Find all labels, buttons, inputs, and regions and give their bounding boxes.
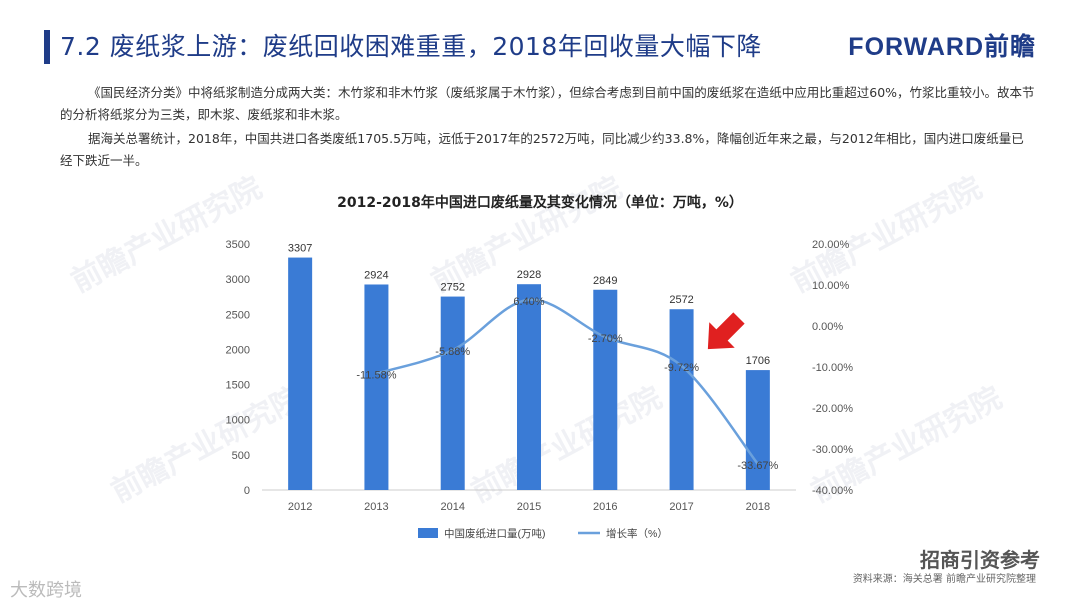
growth-rate-label: -2.70% (588, 333, 623, 345)
growth-rate-label: 6.40% (513, 296, 544, 308)
bar (364, 284, 389, 490)
y-left-tick-label: 500 (232, 450, 250, 462)
intro-paragraph-2: 据海关总署统计，2018年，中国共进口各类废纸1705.5万吨，远低于2017年… (60, 131, 1024, 168)
bar-data-label: 2924 (364, 269, 388, 281)
bar (517, 284, 541, 490)
y-left-tick-label: 3500 (226, 239, 250, 251)
x-tick-label: 2013 (364, 501, 388, 513)
brand-right: 招商引资参考 (920, 548, 1040, 572)
legend-bar-swatch (418, 528, 438, 538)
y-left-tick-label: 1000 (226, 415, 250, 427)
x-tick-label: 2018 (746, 501, 770, 513)
y-left-tick-label: 0 (244, 485, 250, 497)
y-right-tick-label: -40.00% (812, 485, 853, 497)
bar (288, 257, 313, 490)
y-right-tick-label: -30.00% (812, 444, 853, 456)
y-right-tick-label: -20.00% (812, 403, 853, 415)
forward-logo: FORWARD前瞻 (848, 33, 1036, 61)
growth-rate-label: -33.67% (737, 460, 778, 472)
page-title: 7.2 废纸浆上游：废纸回收困难重重，2018年回收量大幅下降 (60, 32, 762, 61)
y-right-tick-label: 0.00% (812, 321, 843, 333)
growth-rate-label: -5.88% (435, 346, 470, 358)
legend-bar-label: 中国废纸进口量(万吨) (444, 527, 546, 540)
title-accent-bar (44, 30, 50, 64)
bar-data-label: 2928 (517, 269, 541, 281)
bar-data-label: 2752 (440, 282, 464, 294)
y-left-tick-label: 2500 (226, 309, 250, 321)
bar-data-label: 1706 (746, 355, 770, 367)
brand-left: 大数跨境 (10, 580, 82, 601)
bar-data-label: 2849 (593, 275, 617, 287)
intro-paragraph-1: 《国民经济分类》中将纸浆制造分成两大类：木竹浆和非木竹浆（废纸浆属于木竹浆），但… (60, 85, 1035, 122)
bar-data-label: 3307 (288, 243, 312, 255)
growth-rate-line (376, 298, 759, 465)
source-note: 资料来源：海关总署 前瞻产业研究院整理 (852, 574, 1036, 585)
y-right-tick-label: 20.00% (812, 239, 850, 251)
growth-rate-label: -11.58% (356, 369, 396, 381)
bar (669, 309, 694, 490)
down-arrow-icon (707, 312, 745, 350)
bar (440, 296, 465, 490)
bar (593, 289, 618, 490)
growth-rate-label: -9.72% (664, 362, 699, 374)
x-tick-label: 2012 (288, 501, 312, 513)
x-tick-label: 2016 (593, 501, 617, 513)
y-left-tick-label: 1500 (226, 380, 250, 392)
bar-data-label: 2572 (669, 294, 693, 306)
x-tick-label: 2017 (669, 501, 693, 513)
y-left-tick-label: 2000 (226, 344, 250, 356)
y-right-tick-label: -10.00% (812, 362, 853, 374)
y-left-tick-label: 3000 (226, 274, 250, 286)
x-tick-label: 2015 (517, 501, 541, 513)
chart-title: 2012-2018年中国进口废纸量及其变化情况（单位：万吨，%） (337, 195, 743, 211)
x-tick-label: 2014 (440, 501, 464, 513)
bar (745, 370, 770, 490)
y-right-tick-label: 10.00% (812, 280, 850, 292)
legend-line-label: 增长率（%） (606, 527, 668, 540)
